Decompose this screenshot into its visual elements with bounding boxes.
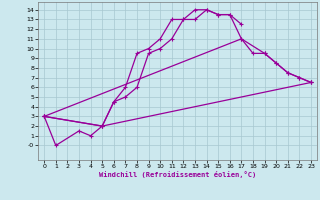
X-axis label: Windchill (Refroidissement éolien,°C): Windchill (Refroidissement éolien,°C) xyxy=(99,171,256,178)
